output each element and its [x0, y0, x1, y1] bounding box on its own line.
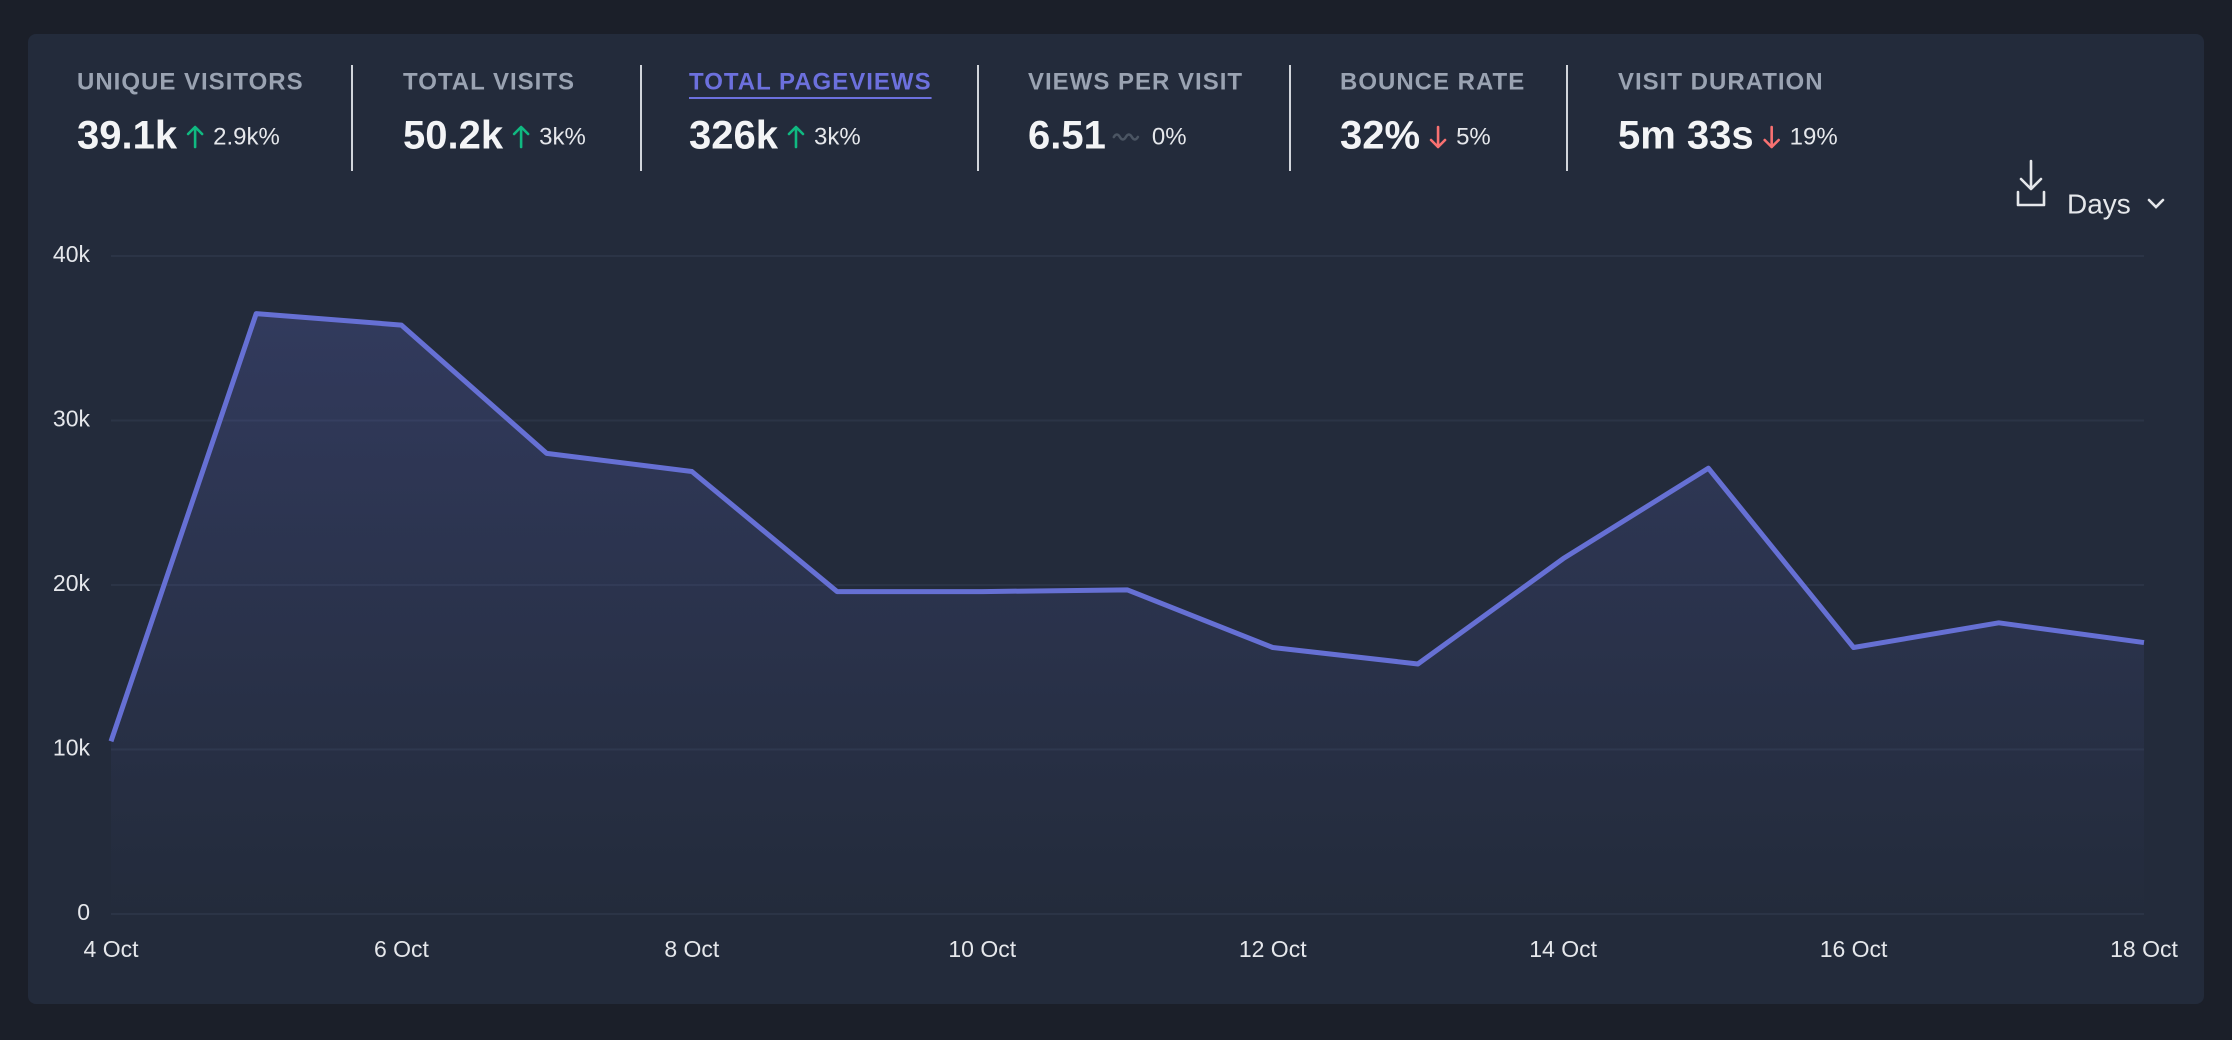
stat-value: 6.51 [1028, 114, 1106, 158]
stat-value: 50.2k [403, 114, 504, 158]
y-tick-label: 40k [53, 241, 91, 267]
x-tick-label: 12 Oct [1239, 936, 1307, 962]
stat-label: UNIQUE VISITORS [77, 68, 304, 95]
stat-change: 2.9k% [213, 123, 280, 150]
stat-change: 3k% [814, 123, 861, 150]
trend-icon [512, 125, 530, 149]
stat-change: 3k% [539, 123, 586, 150]
x-tick-label: 4 Oct [84, 936, 140, 962]
stat-value: 326k [689, 114, 779, 158]
stat-label: VISIT DURATION [1618, 68, 1824, 95]
trend-icon [1763, 125, 1780, 149]
stat-tab[interactable]: UNIQUE VISITORS 39.1k 2.9k% [77, 68, 304, 157]
interval-label: Days [2067, 188, 2131, 219]
y-tick-label: 20k [53, 570, 91, 596]
stat-value: 5m 33s [1618, 114, 1754, 158]
stat-value: 39.1k [77, 114, 178, 158]
download-button[interactable] [2016, 159, 2046, 207]
x-tick-label: 6 Oct [374, 936, 430, 962]
stat-tab[interactable]: VIEWS PER VISIT 6.51 0% [1028, 68, 1243, 157]
x-tick-label: 16 Oct [1820, 936, 1888, 962]
stat-change: 5% [1456, 123, 1491, 150]
stat-label: TOTAL PAGEVIEWS [689, 68, 932, 95]
stat-change: 19% [1790, 123, 1838, 150]
line [108, 311, 2145, 743]
stat-tab[interactable]: TOTAL PAGEVIEWS 326k 3k% [689, 68, 932, 158]
stat-tab[interactable]: TOTAL VISITS 50.2k 3k% [403, 68, 586, 157]
y-tick-label: 10k [53, 735, 91, 761]
chevron [2147, 198, 2165, 209]
trend-icon [787, 125, 805, 149]
stat-change: 0% [1152, 123, 1187, 150]
x-tick-label: 18 Oct [2110, 936, 2178, 962]
trend-icon [186, 125, 204, 149]
x-tick-label: 10 Oct [948, 936, 1016, 962]
x-tick-label: 8 Oct [664, 936, 720, 962]
stat-label: TOTAL VISITS [403, 68, 575, 95]
stat-tab[interactable]: VISIT DURATION 5m 33s 19% [1618, 68, 1838, 157]
interval-selector[interactable]: Days [2067, 188, 2165, 219]
stat-label: BOUNCE RATE [1340, 68, 1525, 95]
y-tick-label: 0 [77, 899, 90, 925]
trend-icon [1112, 133, 1140, 141]
stat-value: 32% [1340, 114, 1420, 158]
stat-label: VIEWS PER VISIT [1028, 68, 1243, 95]
y-tick-label: 30k [53, 406, 91, 432]
trend-icon [1429, 125, 1447, 149]
stat-tab[interactable]: BOUNCE RATE 32% 5% [1340, 68, 1525, 157]
x-tick-label: 14 Oct [1529, 936, 1597, 962]
